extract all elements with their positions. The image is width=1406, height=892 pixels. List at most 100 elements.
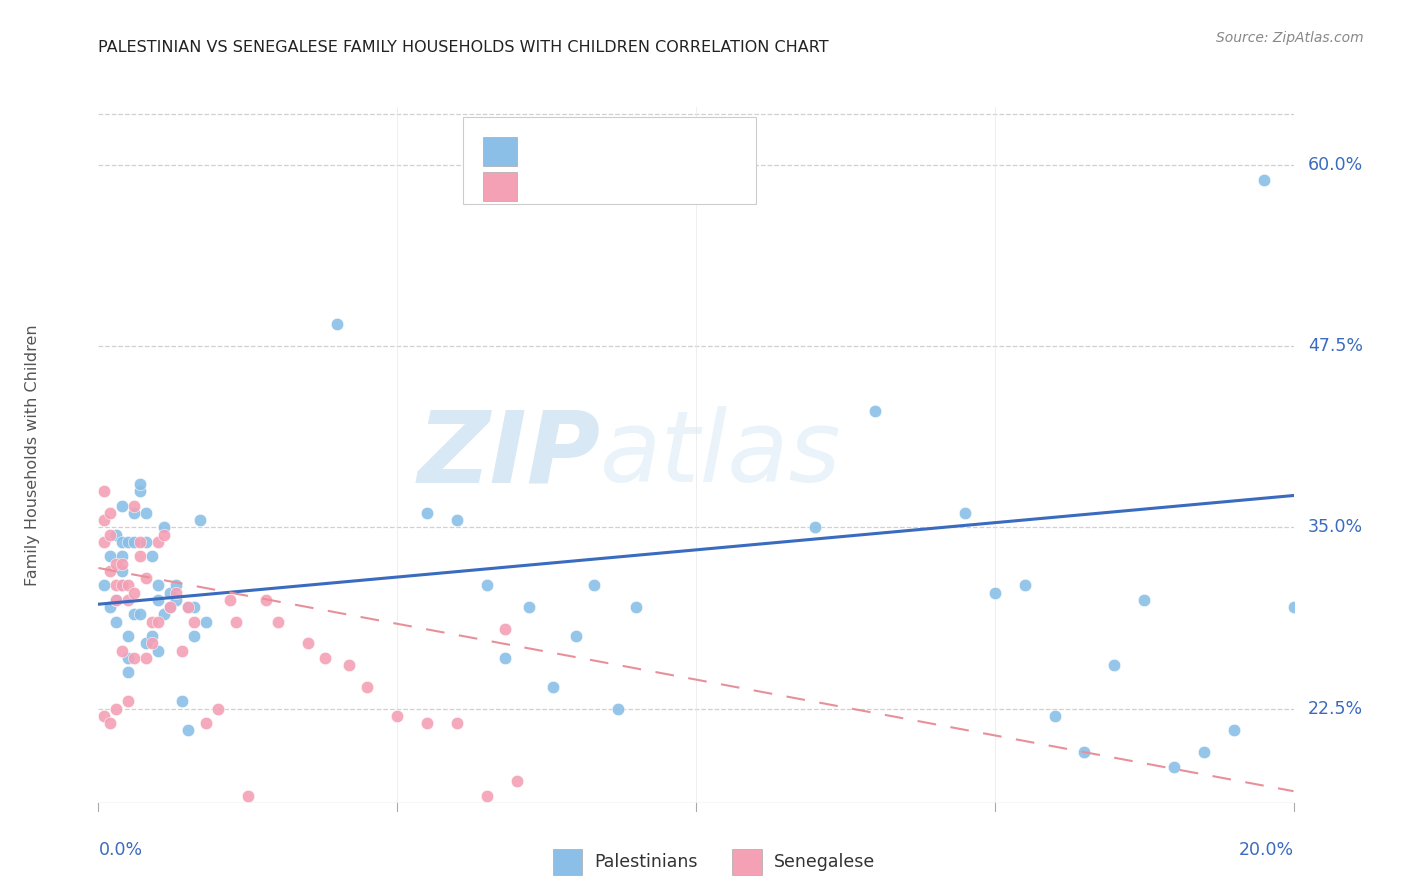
Point <box>1133 593 1156 607</box>
Text: 47.5%: 47.5% <box>1308 337 1362 355</box>
Point <box>1192 745 1215 759</box>
Point <box>194 615 218 629</box>
Point <box>1043 708 1066 723</box>
Point <box>129 484 152 499</box>
Point <box>326 318 349 332</box>
FancyBboxPatch shape <box>733 848 762 875</box>
Point <box>124 585 146 599</box>
Point <box>165 578 187 592</box>
Point <box>98 716 122 731</box>
Point <box>117 534 139 549</box>
Point <box>93 484 115 499</box>
Point <box>1163 759 1185 773</box>
Point <box>236 789 259 803</box>
Point <box>117 578 139 592</box>
Point <box>93 708 115 723</box>
Point <box>385 708 409 723</box>
Point <box>93 578 115 592</box>
Point <box>124 506 146 520</box>
Point <box>141 615 163 629</box>
Text: PALESTINIAN VS SENEGALESE FAMILY HOUSEHOLDS WITH CHILDREN CORRELATION CHART: PALESTINIAN VS SENEGALESE FAMILY HOUSEHO… <box>98 40 830 55</box>
Point <box>624 600 647 615</box>
Point <box>1282 600 1305 615</box>
Point <box>129 534 152 549</box>
Point <box>111 643 134 657</box>
Point <box>153 520 176 534</box>
Point <box>183 629 205 643</box>
Text: R = -0.110: R = -0.110 <box>531 178 631 195</box>
Point <box>225 615 247 629</box>
Text: 22.5%: 22.5% <box>1308 699 1362 717</box>
Text: R =  0.233: R = 0.233 <box>531 143 631 161</box>
Point <box>111 549 134 564</box>
Point <box>117 651 139 665</box>
Point <box>159 600 181 615</box>
Point <box>475 789 498 803</box>
Text: N = 67: N = 67 <box>633 143 695 161</box>
Point <box>1014 578 1036 592</box>
Point <box>607 701 630 715</box>
Point <box>541 680 564 694</box>
Text: Senegalese: Senegalese <box>773 853 875 871</box>
Point <box>207 701 229 715</box>
Point <box>117 629 139 643</box>
Point <box>105 527 128 541</box>
Point <box>135 506 157 520</box>
Point <box>135 571 157 585</box>
Text: Palestinians: Palestinians <box>595 853 697 871</box>
Point <box>93 534 115 549</box>
Point <box>183 615 205 629</box>
Point <box>177 723 200 738</box>
Point <box>159 600 181 615</box>
Point <box>517 600 540 615</box>
Text: 0.0%: 0.0% <box>98 841 142 859</box>
Point <box>105 557 128 571</box>
Point <box>1104 658 1126 673</box>
Point <box>111 499 134 513</box>
Text: 35.0%: 35.0% <box>1308 518 1362 536</box>
Point <box>129 607 152 622</box>
Point <box>117 593 139 607</box>
Text: N = 53: N = 53 <box>633 178 695 195</box>
Point <box>339 658 360 673</box>
Point <box>129 549 152 564</box>
Point <box>165 585 187 599</box>
Point <box>117 694 139 708</box>
Point <box>141 629 163 643</box>
Point <box>219 593 242 607</box>
Text: 20.0%: 20.0% <box>1239 841 1294 859</box>
Text: ZIP: ZIP <box>418 407 600 503</box>
Point <box>1253 172 1275 186</box>
Point <box>494 622 516 636</box>
Point <box>135 636 157 650</box>
Point <box>267 615 290 629</box>
FancyBboxPatch shape <box>463 118 756 204</box>
Text: atlas: atlas <box>600 407 842 503</box>
Point <box>172 694 194 708</box>
Point <box>356 680 378 694</box>
Point <box>124 607 146 622</box>
Point <box>98 506 122 520</box>
Point <box>416 506 439 520</box>
Point <box>953 506 976 520</box>
Point <box>983 585 1005 599</box>
Point <box>804 520 827 534</box>
Point <box>153 607 176 622</box>
Point <box>111 534 134 549</box>
Point <box>297 636 319 650</box>
Point <box>583 578 606 592</box>
Point <box>141 636 163 650</box>
Point <box>416 716 439 731</box>
Point <box>159 585 181 599</box>
Point <box>194 716 218 731</box>
Point <box>105 578 128 592</box>
Point <box>254 593 277 607</box>
Point <box>177 600 200 615</box>
Point <box>98 600 122 615</box>
Point <box>475 578 498 592</box>
Point <box>124 499 146 513</box>
Point <box>148 578 170 592</box>
Point <box>446 513 468 527</box>
Point <box>141 549 163 564</box>
Text: Source: ZipAtlas.com: Source: ZipAtlas.com <box>1216 31 1364 45</box>
